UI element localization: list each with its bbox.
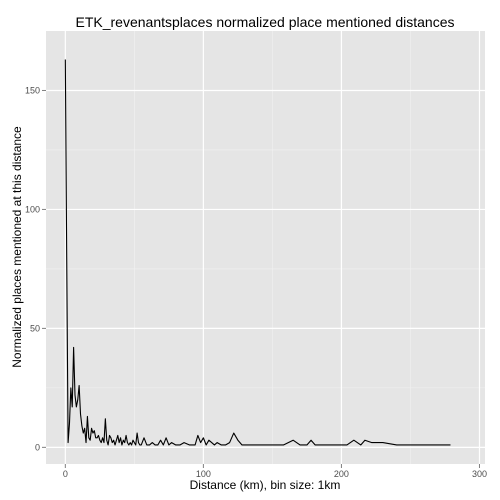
chart-title: ETK_revenantsplaces normalized place men…: [76, 14, 455, 30]
x-tick-label: 0: [63, 469, 68, 479]
x-tick-label: 300: [472, 469, 487, 479]
y-tick-label: 150: [25, 85, 40, 95]
major-grid: [46, 31, 485, 464]
y-axis-ticks: 0 50 100 150: [25, 85, 46, 452]
y-axis-label: Normalized places mentioned at this dist…: [10, 126, 24, 368]
x-axis-label: Distance (km), bin size: 1km: [190, 478, 341, 492]
x-tick-label: 200: [334, 469, 349, 479]
x-tick-label: 100: [196, 469, 211, 479]
y-tick-label: 100: [25, 204, 40, 214]
plot-panel: [46, 31, 485, 464]
y-tick-label: 0: [35, 442, 40, 452]
y-tick-label: 50: [30, 323, 40, 333]
x-axis-ticks: 0 100 200 300: [63, 464, 487, 479]
series-line: [64, 59, 451, 446]
minor-grid: [46, 31, 485, 464]
